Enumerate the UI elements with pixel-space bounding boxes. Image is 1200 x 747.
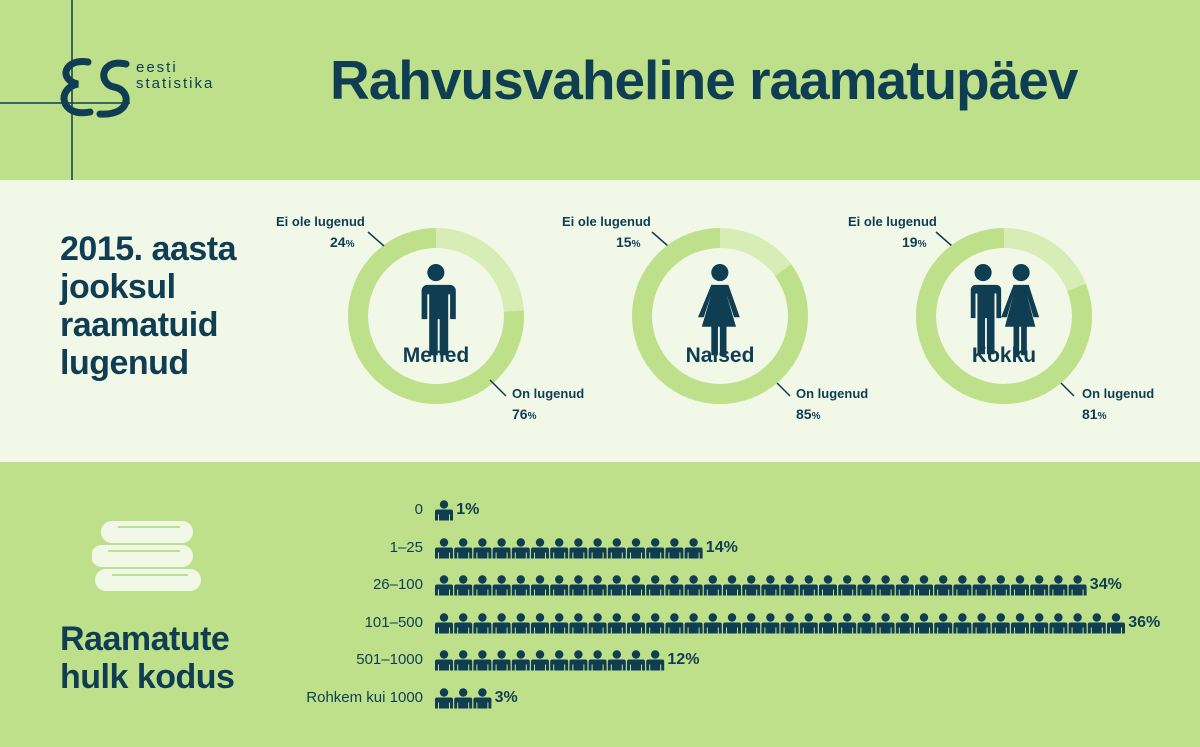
woman-icon: [698, 264, 740, 356]
logo-text-line2: statistika: [136, 75, 215, 92]
reading-section: [0, 180, 1200, 462]
reading-title-line: raamatuid: [60, 306, 219, 344]
reading-title-line: lugenud: [60, 344, 189, 382]
page-title: Rahvusvaheline raamatupäev: [330, 49, 1078, 111]
read-label: On lugenud: [796, 386, 869, 401]
not-read-pct: 15%: [616, 234, 641, 250]
read-pct: 85%: [796, 406, 821, 422]
not-read-label: Ei ole lugenud: [848, 214, 937, 229]
donut-chart-kokku: [914, 226, 1094, 406]
not-read-label: Ei ole lugenud: [276, 214, 365, 229]
not-read-pct: 19%: [902, 234, 927, 250]
man-icon: [421, 264, 456, 356]
donut-read-arc: [632, 228, 808, 404]
couple-icon: [969, 264, 1040, 356]
books-title-line: Raamatute: [60, 620, 230, 658]
not-read-pct: 24%: [330, 234, 355, 250]
donut-label-mehed: Mehed: [402, 344, 470, 367]
donut-label-kokku: Kokku: [971, 344, 1037, 367]
books-title-line: hulk kodus: [60, 658, 235, 696]
donut-svg: [916, 228, 1092, 404]
reading-section-title: 2015. aasta jooksul raamatuid lugenud: [60, 230, 237, 382]
donut-svg: [348, 228, 524, 404]
books-icon: [92, 521, 201, 591]
read-pct: 81%: [1082, 406, 1107, 422]
reading-title-line: jooksul: [60, 268, 176, 306]
donut-label-naised: Naised: [685, 344, 755, 367]
books-section-title: Raamatute hulk kodus: [60, 620, 235, 696]
reading-title-line: 2015. aasta: [60, 230, 237, 268]
not-read-label: Ei ole lugenud: [562, 214, 651, 229]
logo-icon: [0, 0, 130, 180]
read-label: On lugenud: [1082, 386, 1155, 401]
donut-chart-naised: [630, 226, 810, 406]
donut-read-arc: [916, 228, 1092, 404]
books-section: [0, 462, 1200, 747]
read-pct: 76%: [512, 406, 537, 422]
header-band: [0, 0, 1200, 180]
donut-svg: [632, 228, 808, 404]
read-label: On lugenud: [512, 386, 585, 401]
logo-text-line1: eesti: [136, 59, 178, 76]
donut-chart-mehed: [346, 226, 526, 406]
donut-read-arc: [348, 228, 524, 404]
